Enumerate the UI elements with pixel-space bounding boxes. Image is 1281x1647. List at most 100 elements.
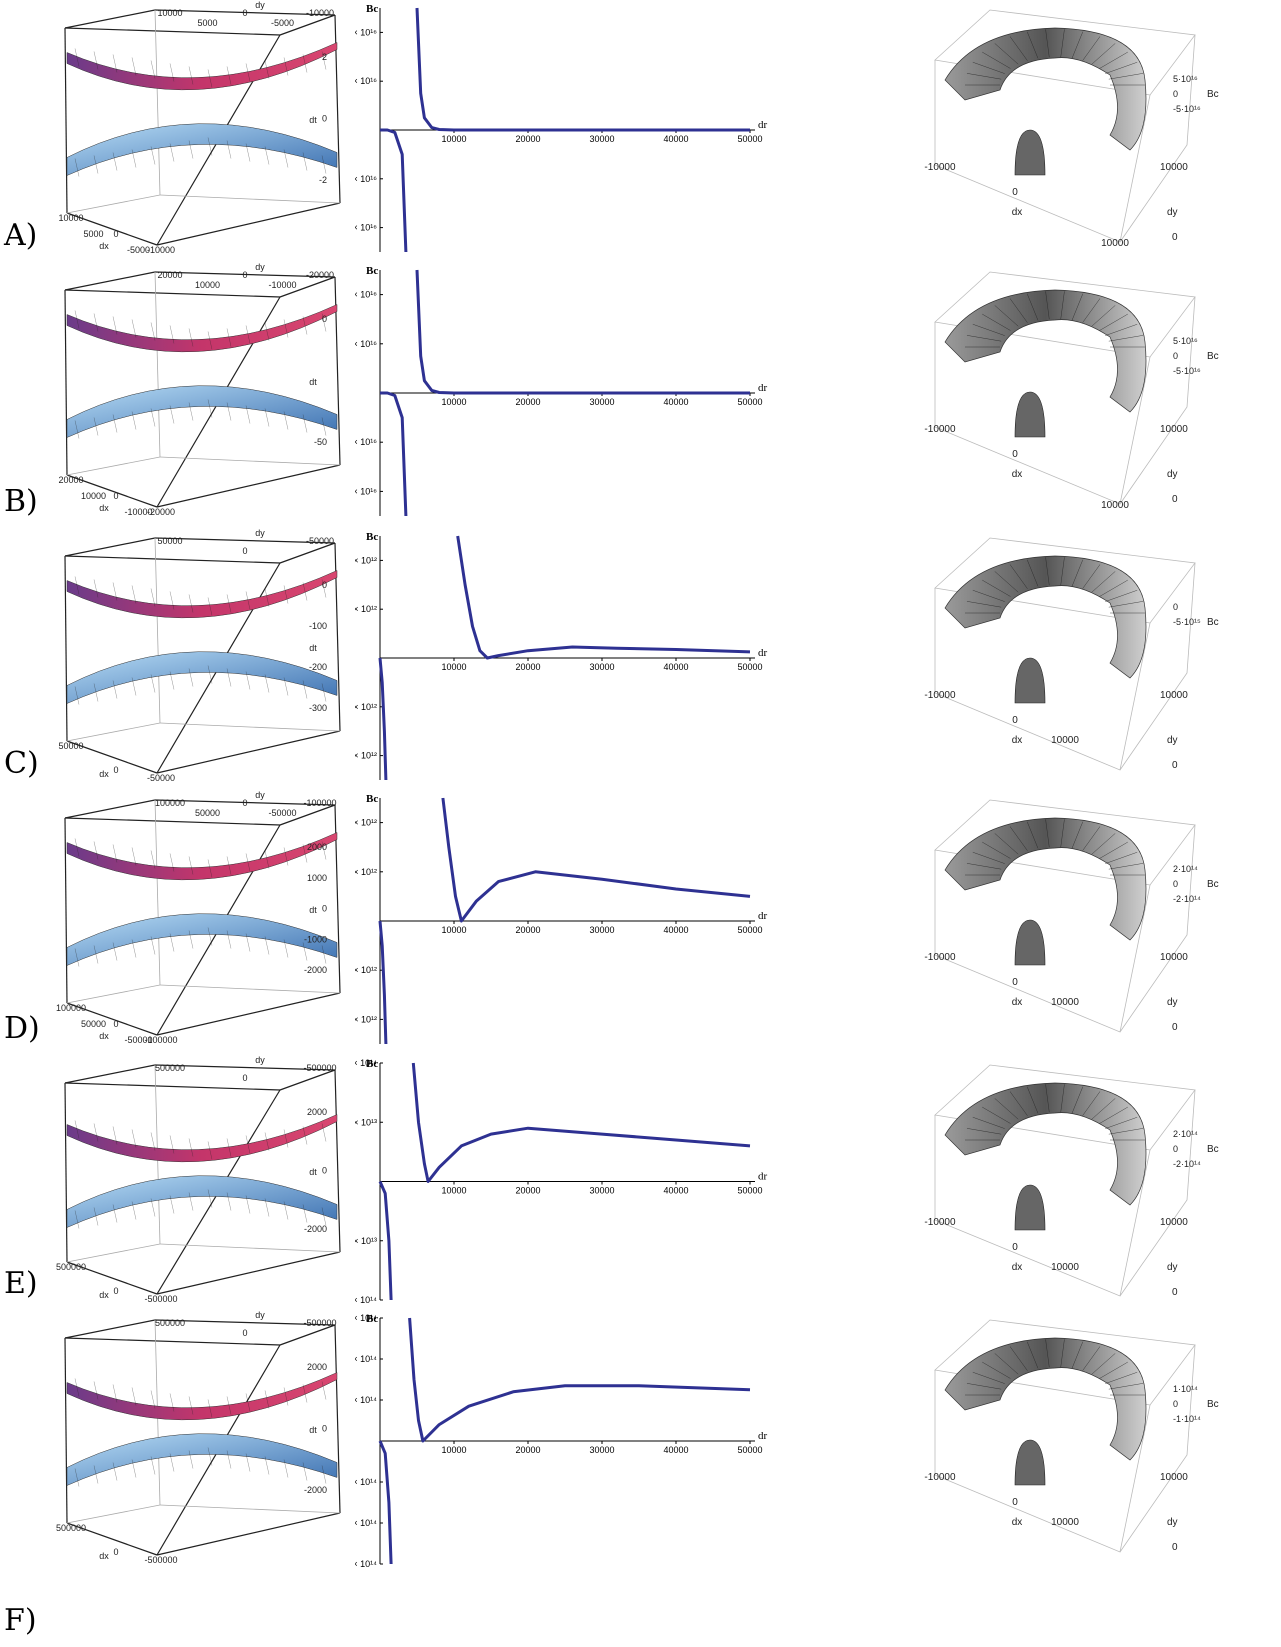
mesh-line [321,1207,327,1226]
mesh-line [150,936,156,955]
dy-axis-label: dy [255,790,265,800]
bc-tick-label: 0 [1173,879,1178,889]
mesh-line [188,140,194,159]
wire-box [934,1319,1196,1553]
bc-tick-label: 0 [1173,1399,1178,1409]
dy-tick-label: 10000 [1160,690,1188,701]
x-tick-label: 50000 [737,1445,762,1455]
inner-tube [1014,1439,1046,1486]
x-tick-label: 10000 [441,1186,466,1196]
mesh-line [169,63,175,82]
bc-tick-label: -5·10¹⁵ [1173,617,1201,627]
y-tick-label: 1 × 10¹⁴ [355,1395,377,1405]
mesh-line [321,579,327,598]
bc-line-chart: Bc dr 10000 20000 30000 40000 50000 1 × 10¹⁴ 5 ×… [355,1058,768,1304]
mesh-line [131,1129,137,1148]
figure-row: E) 500000 0 -500000 dy 500000 0 -500000 dx 2000 0-… [0,1055,1281,1310]
dt-axis-label: dt [309,1425,317,1435]
dt-tick-label: -200 [309,662,327,672]
y-axis-label: Bc [366,1058,378,1070]
box-right [1119,824,1196,1033]
dy-tick-label: -5000 [271,18,294,28]
inner-tube [1014,657,1046,704]
box-edge [279,542,336,564]
mesh-line [188,856,194,875]
mesh-line [245,325,251,344]
mesh-line [207,399,213,418]
dt-tick-label: -2000 [304,965,327,975]
bc-tick-label: -2·10¹⁴ [1173,1159,1201,1169]
dy-axis-label: dy [255,528,265,538]
mesh-line [188,930,194,949]
upper-sheet [66,42,338,91]
bc-line-chart: Bc dr 10000 20000 30000 40000 50000 4 × 10¹⁶ 2 ×… [355,265,768,517]
y-axis-label: Bc [366,3,378,15]
dx-tick-label: 0 [113,765,118,775]
dy-tick-label: 0 [242,546,247,556]
figure-row: D) 100000 50000 0 -50000 -100000 dy 100000 50000… [0,790,1281,1055]
dy-tick-label: 10000 [157,8,182,18]
mesh-line [131,57,137,76]
mesh-line [93,417,99,436]
surface-mesh [74,1120,327,1229]
x-tick-label: 50000 [737,134,762,144]
x-tick-label: 20000 [515,1186,540,1196]
mesh-line [226,1138,232,1157]
bc-curve-branch [378,1180,393,1301]
dx-axis-label: dx [1012,735,1023,746]
dx-tick-label: 0 [1012,715,1018,726]
x-tick-label: 40000 [663,397,688,407]
horseshoe-mesh [965,557,1145,614]
mesh-line [150,60,156,79]
dt-tick-label: 2000 [307,1362,327,1372]
dx-tick-label: 10000 [1051,1262,1079,1273]
box-back-edge [66,1243,161,1263]
dy-tick-label: 10000 [1160,162,1188,173]
dx-tick-label: 50000 [58,741,83,751]
mesh-line [131,319,137,338]
mesh-line [283,585,289,604]
mesh-line [994,833,1019,855]
surface-ticks: 50000 0 -50000 dy 50000 0 -50000 dx 0 -100 -200 -30… [58,528,334,783]
bc-tick-label: 0 [1173,351,1178,361]
dx-tick-label: 50000 [81,1019,106,1029]
lower-sheet [66,913,338,966]
mesh-line [74,838,80,857]
mesh-line [188,594,194,613]
box-front [934,850,1151,1033]
mesh-line [264,1390,270,1409]
horseshoe-surface [944,555,1147,679]
y-tick-label: 2 × 10¹² [355,604,377,614]
mesh-line [150,674,156,693]
mesh-line [245,933,251,952]
mesh-line [283,411,289,430]
bc-tick-label: 5·10¹⁶ [1173,74,1198,84]
dy-tick-label: 0 [1172,1022,1178,1033]
x-tick-label: 40000 [663,1445,688,1455]
bc-wireframe-3d-plot: 2·10¹⁴ 0 -2·10¹⁴ Bc -10000 0 10000 dx 10000 0 dy [924,1064,1219,1298]
dy-tick-label: -500000 [303,1318,336,1328]
dy-tick-label: 0 [242,270,247,280]
bc-curve-branch [380,391,408,517]
mesh-line [321,155,327,174]
upper-sheet [66,304,338,353]
box-back-edges [66,9,341,214]
mesh-line [1060,557,1065,586]
mesh-line [131,1387,137,1406]
y-tick-label: −1 × 10¹⁴ [355,1295,377,1304]
mesh-line [966,335,1002,342]
mesh-line [1009,826,1028,851]
mesh-line [226,856,232,875]
mesh-line [112,1384,118,1403]
box-front [934,1370,1151,1553]
dx-tick-label: 100000 [56,1003,86,1013]
box-right [1119,34,1196,243]
horseshoe-mesh [965,1339,1145,1396]
mesh-line [1099,579,1128,597]
mesh-line [1060,819,1065,848]
mesh-line [112,680,118,699]
bc-axis-label: Bc [1207,617,1219,628]
bounding-box [64,799,341,1036]
dy-tick-label: -50000 [268,808,296,818]
